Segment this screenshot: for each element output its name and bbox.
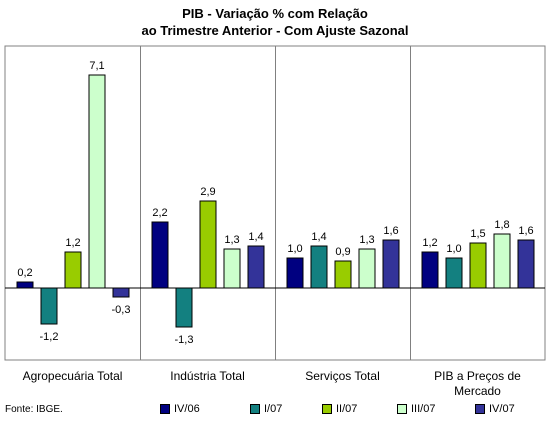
bar: [247, 245, 265, 289]
data-label: 2,2: [152, 207, 167, 219]
bar: [16, 281, 34, 289]
chart-title-line-2: ao Trimestre Anterior - Com Ajuste Sazon…: [141, 23, 409, 38]
bar: [493, 233, 511, 289]
bar: [223, 248, 241, 289]
source-note: Fonte: IBGE.: [5, 404, 63, 415]
bars: [16, 74, 535, 328]
legend-swatch: [160, 404, 170, 414]
bar: [286, 257, 304, 289]
bar: [112, 287, 130, 298]
legend-label: IV/06: [174, 403, 200, 415]
data-label: -1,3: [175, 334, 194, 346]
bar: [334, 260, 352, 289]
data-label: 7,1: [89, 60, 104, 72]
data-label: -1,2: [40, 331, 59, 343]
legend-label: III/07: [411, 403, 436, 415]
bar: [151, 221, 169, 289]
bar: [64, 251, 82, 289]
data-label: 1,6: [518, 225, 533, 237]
legend-swatch: [250, 404, 260, 414]
data-label: -0,3: [112, 304, 131, 316]
data-label: 1,3: [224, 234, 239, 246]
legend-item: IV/06: [160, 403, 200, 415]
data-label: 1,0: [446, 243, 461, 255]
legend-item: IV/07: [475, 403, 515, 415]
legend-swatch: [475, 404, 485, 414]
category-label: Serviços Total: [305, 369, 380, 383]
data-labels: 0,2 -1,2 1,2 7,1 -0,3 2,2 -1,3 2,9 1,3 1,4 1,0 1,4 0…: [17, 60, 533, 346]
bar: [358, 248, 376, 289]
category-separators: [140, 46, 411, 360]
category-label: Agropecuária Total: [22, 369, 123, 383]
legend-item: III/07: [397, 403, 435, 415]
data-label: 1,6: [383, 225, 398, 237]
bar: [40, 287, 58, 325]
data-label: 1,3: [359, 234, 374, 246]
data-label: 1,8: [494, 219, 509, 231]
chart-title-line-1: PIB - Variação % com Relação: [182, 6, 368, 21]
bar: [382, 239, 400, 289]
data-label: 0,9: [335, 246, 350, 258]
bar: [199, 200, 217, 289]
data-label: 1,5: [470, 228, 485, 240]
data-label: 0,2: [17, 267, 32, 279]
legend-label: II/07: [336, 403, 358, 415]
legend-label: IV/07: [489, 403, 515, 415]
category-label: PIB a Preços de Mercado: [434, 369, 521, 398]
data-label: 1,4: [248, 231, 263, 243]
bar: [88, 74, 106, 289]
data-label: 1,4: [311, 231, 326, 243]
legend-item: II/07: [322, 403, 357, 415]
legend-swatch: [322, 404, 332, 414]
legend-label: I/07: [264, 403, 283, 415]
category-label: Indústria Total: [170, 369, 245, 383]
legend-item: I/07: [250, 403, 282, 415]
legend-swatch: [397, 404, 407, 414]
data-label: 2,9: [200, 186, 215, 198]
data-label: 1,0: [287, 243, 302, 255]
data-label: 1,2: [422, 237, 437, 249]
bar: [469, 242, 487, 289]
bar: [517, 239, 535, 289]
bar: [310, 245, 328, 289]
bar: [445, 257, 463, 289]
bar: [421, 251, 439, 289]
bar: [175, 287, 193, 328]
data-label: 1,2: [65, 237, 80, 249]
